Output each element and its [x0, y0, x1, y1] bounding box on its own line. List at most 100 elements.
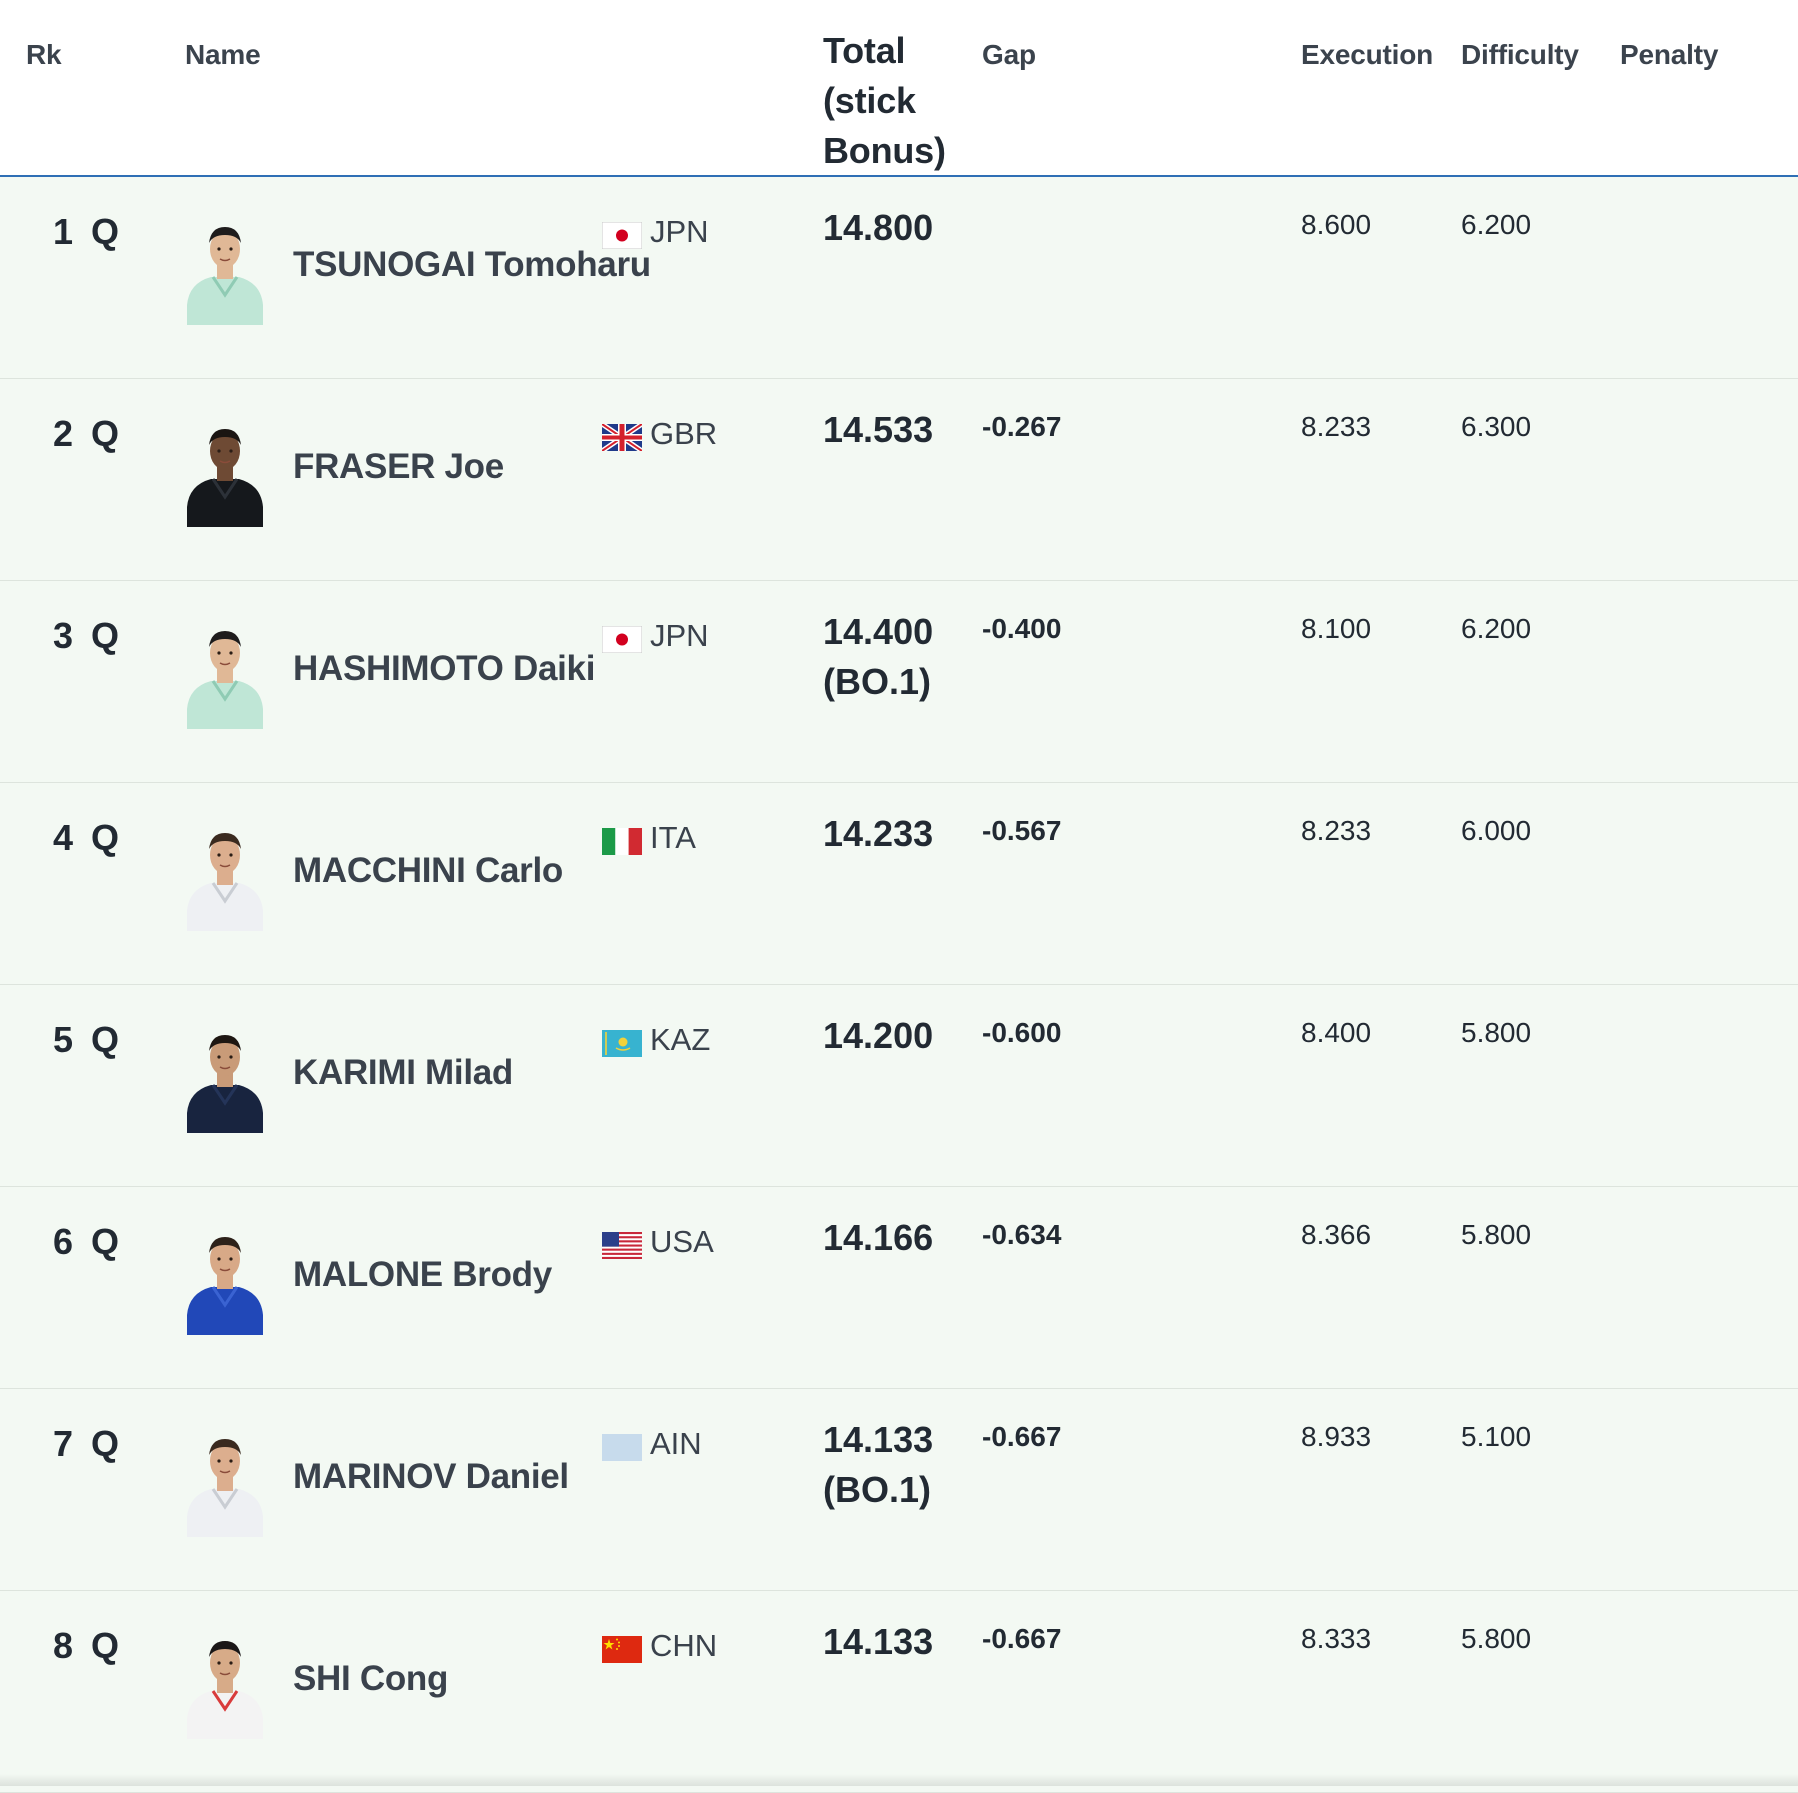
- athlete-name[interactable]: KARIMI Milad: [293, 1053, 514, 1092]
- country-code: GBR: [650, 416, 718, 451]
- rank-value: 3: [53, 615, 74, 656]
- difficulty-score: 6.000: [1461, 815, 1532, 846]
- gap-value: -0.667: [982, 1623, 1062, 1654]
- header-gap[interactable]: Gap: [982, 39, 1036, 70]
- execution-score: 8.100: [1301, 613, 1372, 644]
- qualified-badge: Q: [91, 1019, 120, 1060]
- country-code: JPN: [650, 618, 709, 653]
- total-score: 14.533: [823, 409, 934, 450]
- total-score: 14.166: [823, 1217, 934, 1258]
- difficulty-score: 6.300: [1461, 411, 1532, 442]
- country-code: KAZ: [650, 1022, 711, 1057]
- athlete-photo[interactable]: [183, 415, 267, 527]
- header-execution[interactable]: Execution: [1301, 39, 1434, 70]
- difficulty-score: 5.800: [1461, 1017, 1532, 1048]
- country-code: ITA: [650, 820, 696, 855]
- athlete-name[interactable]: TSUNOGAI Tomoharu: [293, 245, 651, 284]
- athlete-name[interactable]: MALONE Brody: [293, 1255, 552, 1294]
- scroll-shadow: [0, 1774, 1798, 1786]
- athlete-name[interactable]: FRASER Joe: [293, 447, 504, 486]
- qualified-badge: Q: [91, 1221, 120, 1262]
- gap-value: -0.400: [982, 613, 1062, 644]
- rank-value: 6: [53, 1221, 74, 1262]
- header-penalty[interactable]: Penalty: [1620, 39, 1719, 70]
- flag-ain-icon: [602, 1434, 642, 1461]
- stick-bonus: (BO.1): [823, 1469, 931, 1510]
- gap-value: -0.267: [982, 411, 1062, 442]
- table-row[interactable]: 5 Q KARIMI Milad KAZ 14.200 -0.600 8.400 5.800: [0, 985, 1798, 1187]
- rank-value: 5: [53, 1019, 74, 1060]
- gap-value: -0.600: [982, 1017, 1062, 1048]
- flag-usa-icon: [602, 1232, 642, 1259]
- athlete-photo[interactable]: [183, 1223, 267, 1335]
- qualified-badge: Q: [91, 817, 120, 858]
- flag-chn-icon: [602, 1636, 642, 1663]
- qualified-badge: Q: [91, 615, 120, 656]
- total-score: 14.233: [823, 813, 934, 854]
- country-code: JPN: [650, 214, 709, 249]
- total-score: 14.133: [823, 1419, 934, 1460]
- table-body: 1 Q TSUNOGAI Tomoharu JPN 14.800 8.600 6.200 2 Q…: [0, 177, 1798, 1793]
- difficulty-score: 6.200: [1461, 209, 1532, 240]
- table-header: Rk Name Total (stick Bonus) Gap Executio…: [0, 0, 1798, 177]
- gap-value: -0.634: [982, 1219, 1062, 1250]
- header-name[interactable]: Name: [185, 39, 261, 70]
- table-row[interactable]: 4 Q MACCHINI Carlo ITA 14.233 -0.567 8.233 6.00…: [0, 783, 1798, 985]
- athlete-name[interactable]: SHI Cong: [293, 1659, 449, 1698]
- gap-value: -0.567: [982, 815, 1062, 846]
- rank-value: 8: [53, 1625, 74, 1666]
- qualified-badge: Q: [91, 211, 120, 252]
- country-code: USA: [650, 1224, 714, 1259]
- execution-score: 8.333: [1301, 1623, 1372, 1654]
- flag-kaz-icon: [602, 1030, 642, 1057]
- header-difficulty[interactable]: Difficulty: [1461, 39, 1579, 70]
- table-row[interactable]: 8 Q SHI Cong CHN 14.133 -0.667 8.333 5.800: [0, 1591, 1798, 1793]
- rank-value: 2: [53, 413, 74, 454]
- table-row[interactable]: 1 Q TSUNOGAI Tomoharu JPN 14.800 8.600 6.200: [0, 177, 1798, 379]
- execution-score: 8.400: [1301, 1017, 1372, 1048]
- flag-jpn-icon: [601, 221, 643, 250]
- execution-score: 8.233: [1301, 815, 1372, 846]
- rank-value: 7: [53, 1423, 74, 1464]
- execution-score: 8.600: [1301, 209, 1372, 240]
- difficulty-score: 6.200: [1461, 613, 1532, 644]
- gap-value: -0.667: [982, 1421, 1062, 1452]
- flag-ita-icon: [602, 828, 642, 855]
- difficulty-score: 5.800: [1461, 1219, 1532, 1250]
- qualified-badge: Q: [91, 413, 120, 454]
- athlete-name[interactable]: MACCHINI Carlo: [293, 851, 563, 890]
- qualified-badge: Q: [91, 1625, 120, 1666]
- table-row[interactable]: 2 Q FRASER Joe GBR 14.533 -0.267 8.233 6.300: [0, 379, 1798, 581]
- stick-bonus: (BO.1): [823, 661, 931, 702]
- total-score: 14.200: [823, 1015, 934, 1056]
- rank-value: 1: [53, 211, 74, 252]
- athlete-photo[interactable]: [183, 1425, 267, 1537]
- header-rk[interactable]: Rk: [26, 39, 62, 70]
- rank-value: 4: [53, 817, 74, 858]
- flag-gbr-icon: [600, 421, 644, 454]
- table-row[interactable]: 7 Q MARINOV Daniel AIN 14.133 (BO.1) -0.667 8.9…: [0, 1389, 1798, 1591]
- total-score: 14.800: [823, 207, 934, 248]
- header-total[interactable]: Total (stick Bonus): [823, 30, 946, 171]
- table-row[interactable]: 3 Q HASHIMOTO Daiki JPN 14.400 (BO.1) -0.400 8.…: [0, 581, 1798, 783]
- execution-score: 8.233: [1301, 411, 1372, 442]
- difficulty-score: 5.100: [1461, 1421, 1532, 1452]
- total-score: 14.400: [823, 611, 934, 652]
- athlete-name[interactable]: MARINOV Daniel: [293, 1457, 569, 1496]
- qualified-badge: Q: [91, 1423, 120, 1464]
- difficulty-score: 5.800: [1461, 1623, 1532, 1654]
- total-score: 14.133: [823, 1621, 934, 1662]
- table-row[interactable]: 6 Q MALONE Brody USA 14.166 -0.634 8.366 5.800: [0, 1187, 1798, 1389]
- athlete-photo[interactable]: [183, 213, 267, 325]
- execution-score: 8.366: [1301, 1219, 1372, 1250]
- athlete-photo[interactable]: [183, 1627, 267, 1739]
- country-code: CHN: [650, 1628, 718, 1663]
- flag-jpn-icon: [601, 625, 643, 654]
- athlete-photo[interactable]: [183, 617, 267, 729]
- athlete-photo[interactable]: [183, 1021, 267, 1133]
- athlete-name[interactable]: HASHIMOTO Daiki: [293, 649, 596, 688]
- country-code: AIN: [650, 1426, 702, 1461]
- athlete-photo[interactable]: [183, 819, 267, 931]
- execution-score: 8.933: [1301, 1421, 1372, 1452]
